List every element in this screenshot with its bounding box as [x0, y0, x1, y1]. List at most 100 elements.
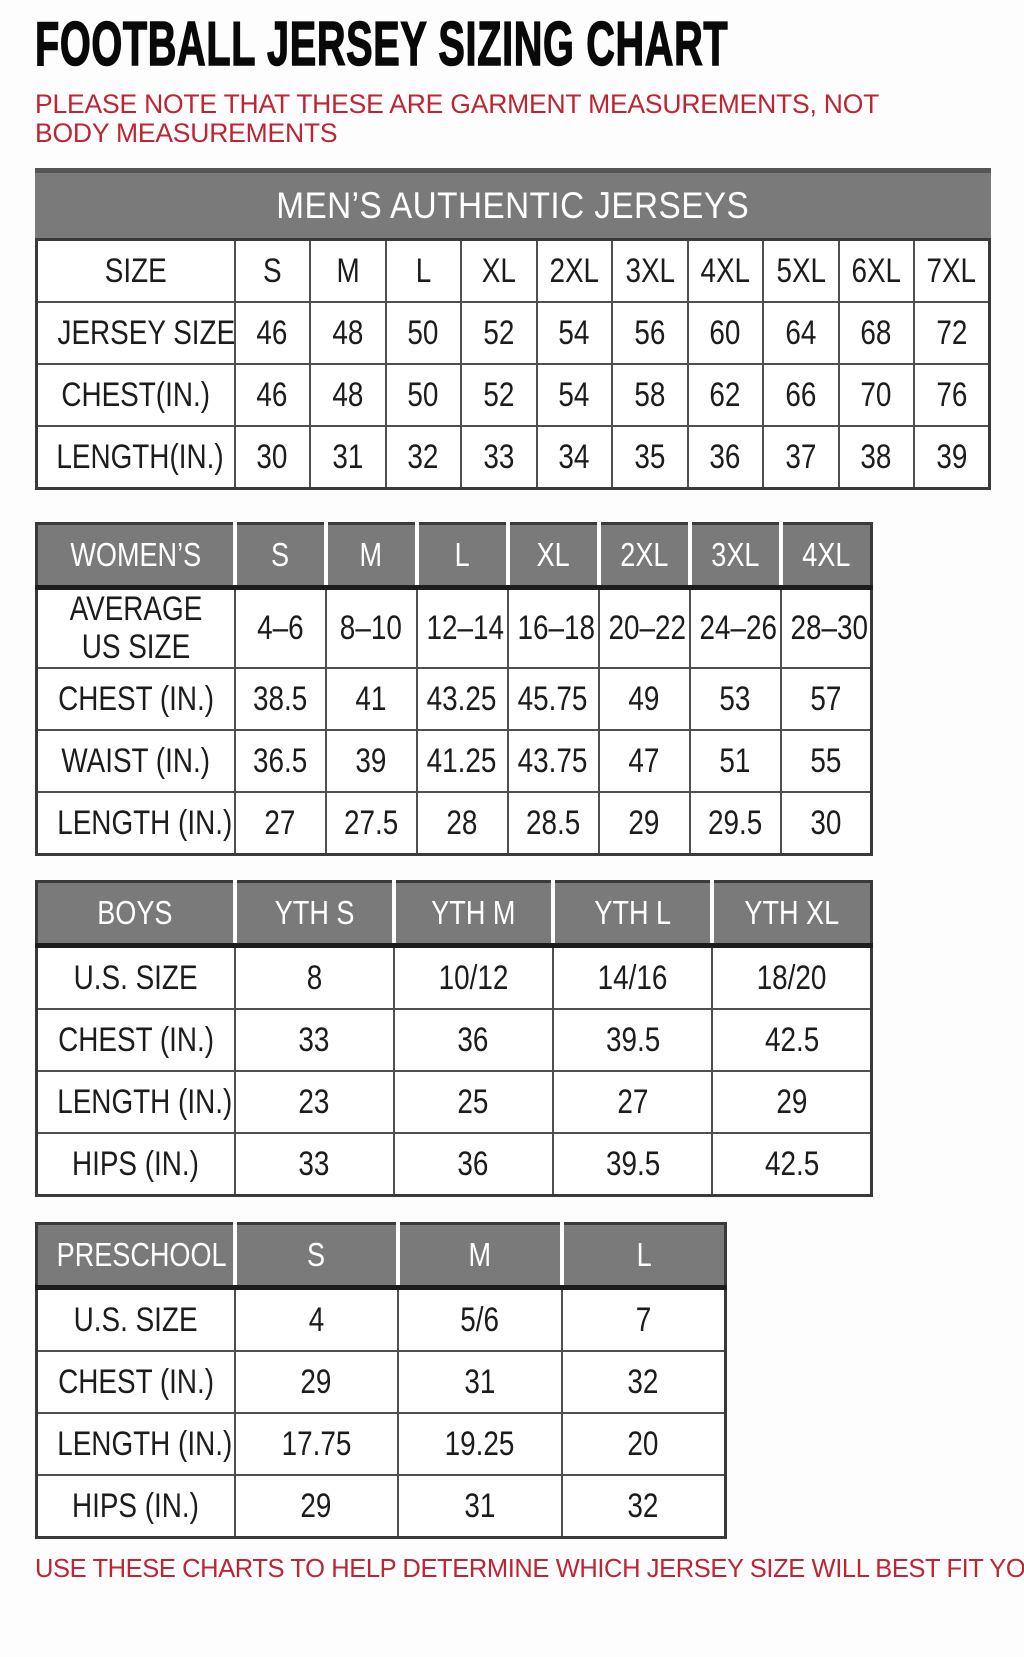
cell-text: JERSEY SIZE — [57, 313, 236, 352]
cell-text: 17.75 — [281, 1424, 352, 1463]
value-cell: XL — [460, 238, 538, 303]
cell-text: 54 — [558, 313, 590, 352]
cell-text: 62 — [709, 375, 741, 414]
cell-text: 39.5 — [605, 1020, 660, 1059]
cell-text: CHEST (IN.) — [57, 1020, 214, 1059]
value-cell: 18/20 — [711, 944, 873, 1011]
cell-text: 46 — [256, 313, 288, 352]
cell-text: S — [307, 1236, 326, 1274]
cell-text: 4–6 — [256, 609, 304, 648]
value-cell: 54 — [535, 363, 613, 427]
value-cell: 14/16 — [551, 944, 714, 1011]
value-cell: 31 — [309, 425, 387, 490]
table-row: CHEST(IN.) 46 48 50 52 54 58 62 66 70 76 — [35, 363, 991, 427]
cell-text: 29 — [776, 1082, 808, 1121]
cell-text: 36 — [457, 1144, 489, 1183]
cell-text: 33 — [298, 1020, 330, 1059]
value-cell: L — [384, 238, 462, 303]
table-row: U.S. SIZE 4 5/6 7 — [35, 1286, 727, 1353]
cell-text: 3XL — [710, 536, 760, 573]
value-cell: 19.25 — [397, 1412, 563, 1477]
value-cell: 25 — [392, 1070, 555, 1135]
row-label-cell: CHEST (IN.) — [35, 667, 236, 732]
cell-text: 70 — [860, 375, 892, 414]
value-cell: 5XL — [762, 238, 840, 303]
header-size-cell: L — [414, 522, 508, 590]
value-cell: 5/6 — [397, 1286, 563, 1353]
cell-text: 25 — [457, 1082, 489, 1121]
cell-text: SIZE — [104, 251, 167, 290]
row-label-cell: CHEST (IN.) — [35, 1008, 236, 1073]
cell-text: 29 — [300, 1486, 332, 1525]
value-cell: 57 — [779, 667, 873, 732]
cell-text: 33 — [298, 1144, 330, 1183]
cell-text: 33 — [483, 437, 515, 476]
table-row: SIZE S M L XL 2XL 3XL 4XL 5XL 6XL 7XL — [35, 238, 991, 303]
cell-text: 35 — [634, 437, 666, 476]
table-row: WAIST (IN.) 36.5 39 41.25 43.75 47 51 55 — [35, 729, 873, 794]
cell-text: 51 — [719, 741, 751, 780]
cell-text: 3XL — [624, 251, 675, 290]
value-cell: 2XL — [535, 238, 613, 303]
cell-text: 42.5 — [764, 1020, 819, 1059]
row-label-cell: AVERAGE US SIZE — [35, 586, 236, 670]
value-cell: 76 — [913, 363, 991, 427]
row-label-cell: HIPS (IN.) — [35, 1474, 236, 1539]
cell-text: 23 — [298, 1082, 330, 1121]
cell-text: M — [359, 536, 383, 573]
value-cell: 64 — [762, 301, 840, 365]
value-cell: 48 — [309, 301, 387, 365]
cell-text: 58 — [634, 375, 666, 414]
cell-text: 34 — [558, 437, 590, 476]
header-label-cell: PRESCHOOL — [35, 1222, 235, 1291]
header-size-cell: YTH XL — [710, 880, 874, 949]
value-cell: 43.75 — [506, 729, 600, 794]
value-cell: 28.5 — [506, 791, 600, 856]
cell-text: 41 — [355, 679, 387, 718]
value-cell: 47 — [597, 729, 691, 794]
cell-text: M — [336, 251, 360, 290]
header-size-cell: YTH L — [550, 880, 713, 949]
cell-text: YTH XL — [744, 894, 840, 932]
cell-text: YTH S — [274, 894, 354, 932]
value-cell: 7XL — [913, 238, 991, 303]
value-cell: 45.75 — [506, 667, 600, 732]
value-cell: 17.75 — [233, 1412, 400, 1477]
header-size-cell: M — [323, 522, 417, 590]
value-cell: 32 — [560, 1350, 727, 1415]
cell-text: 48 — [332, 375, 364, 414]
cell-text: 2XL — [619, 536, 669, 573]
table-row: CHEST (IN.) 33 36 39.5 42.5 — [35, 1008, 873, 1073]
value-cell: 27 — [551, 1070, 714, 1135]
cell-text: 28 — [446, 803, 478, 842]
row-label-cell: LENGTH (IN.) — [35, 791, 236, 856]
cell-text: 76 — [935, 375, 968, 414]
row-label-cell: LENGTH (IN.) — [35, 1070, 236, 1135]
cell-text: 32 — [627, 1486, 659, 1525]
value-cell: 46 — [233, 301, 311, 365]
value-cell: 31 — [397, 1350, 563, 1415]
value-cell: 24–26 — [688, 586, 782, 670]
header-label-cell: WOMEN’S — [35, 522, 235, 590]
cell-text: L — [415, 251, 432, 290]
header-size-cell: XL — [505, 522, 599, 590]
row-label-cell: HIPS (IN.) — [35, 1132, 236, 1197]
table-row: JERSEY SIZE 46 48 50 52 54 56 60 64 68 72 — [35, 301, 991, 365]
cell-text: AVERAGE US SIZE — [69, 590, 203, 667]
value-cell: 50 — [384, 301, 462, 365]
cell-text: 27 — [264, 803, 296, 842]
value-cell: 60 — [686, 301, 764, 365]
cell-text: 2XL — [549, 251, 600, 290]
disclaimer-note: PLEASE NOTE THAT THESE ARE GARMENT MEASU… — [35, 89, 879, 148]
cell-text: 39.5 — [605, 1144, 660, 1183]
cell-text: 30 — [256, 437, 288, 476]
womens-sizing-table: WOMEN’S S M L XL 2XL 3XL 4XL AVERAGE US SIZE 4–6 8–… — [35, 522, 873, 857]
value-cell: 12–14 — [415, 586, 509, 670]
cell-text: 42.5 — [764, 1144, 819, 1183]
cell-text: 27 — [617, 1082, 649, 1121]
cell-text: YTH L — [594, 894, 671, 932]
table-row: LENGTH(IN.) 30 31 32 33 34 35 36 37 38 39 — [35, 425, 991, 490]
table-row: LENGTH (IN.) 17.75 19.25 20 — [35, 1412, 727, 1477]
value-cell: 30 — [779, 791, 873, 856]
value-cell: 51 — [688, 729, 782, 794]
